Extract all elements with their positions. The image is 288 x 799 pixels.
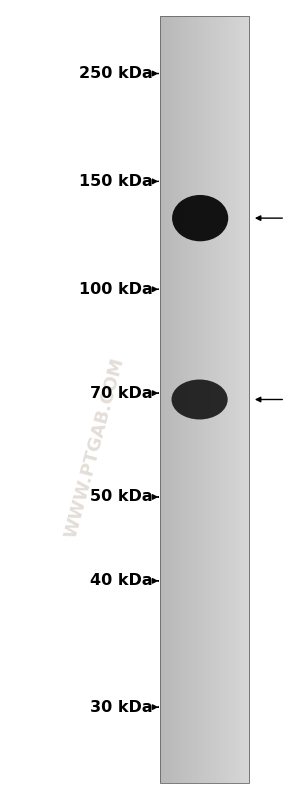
Bar [242,16,244,783]
Bar [228,16,230,783]
Bar [226,16,227,783]
Bar [235,16,236,783]
Bar [161,16,163,783]
Bar [197,16,198,783]
Bar [165,16,167,783]
Bar [189,16,191,783]
Bar [215,16,216,783]
Bar [247,16,249,783]
Bar [231,16,233,783]
Text: 50 kDa: 50 kDa [90,490,153,504]
Bar [196,16,197,783]
Bar [188,16,190,783]
Bar [219,16,221,783]
Bar [164,16,166,783]
Bar [198,16,200,783]
Bar [160,16,162,783]
Bar [246,16,247,783]
Bar [178,16,179,783]
Text: WWW.PTGAB.COM: WWW.PTGAB.COM [62,356,128,539]
Bar [184,16,186,783]
Bar [237,16,238,783]
Bar [172,16,174,783]
Bar [220,16,222,783]
Bar [182,16,184,783]
Bar [207,16,209,783]
Bar [204,16,206,783]
Bar [193,16,195,783]
Text: 40 kDa: 40 kDa [90,574,153,588]
Bar [221,16,223,783]
Bar [225,16,226,783]
Bar [187,16,188,783]
Bar [166,16,168,783]
Text: 100 kDa: 100 kDa [79,282,153,296]
Bar [211,16,213,783]
Bar [199,16,200,783]
Bar [227,16,228,783]
Ellipse shape [172,195,228,241]
Bar [244,16,245,783]
Bar [236,16,237,783]
Bar [168,16,169,783]
Bar [194,16,196,783]
Bar [183,16,185,783]
Bar [245,16,246,783]
Bar [248,16,250,783]
Bar [175,16,177,783]
Bar [169,16,170,783]
Bar [212,16,214,783]
Ellipse shape [171,380,228,419]
Bar [179,16,181,783]
Bar [173,16,175,783]
Bar [180,16,182,783]
Bar [190,16,192,783]
Bar [203,16,205,783]
Bar [232,16,234,783]
Text: 70 kDa: 70 kDa [90,386,153,400]
Bar [174,16,176,783]
Bar [200,16,202,783]
Bar [239,16,241,783]
Bar [162,16,164,783]
Bar [201,16,203,783]
Bar [170,16,172,783]
Bar [213,16,215,783]
Bar [238,16,240,783]
Bar [223,16,225,783]
Bar [185,16,187,783]
Bar [192,16,194,783]
Bar [222,16,224,783]
Bar [218,16,219,783]
Text: 150 kDa: 150 kDa [79,174,153,189]
Text: 250 kDa: 250 kDa [79,66,153,81]
Bar [202,16,204,783]
Bar [208,16,209,783]
Bar [209,16,211,783]
Bar [234,16,235,783]
Bar [230,16,232,783]
Bar [216,16,217,783]
Bar [181,16,183,783]
Bar [191,16,193,783]
Bar [240,16,242,783]
Bar [217,16,218,783]
Text: 30 kDa: 30 kDa [90,700,153,714]
Bar [229,16,231,783]
Bar [241,16,243,783]
Bar [206,16,207,783]
Bar [210,16,212,783]
Bar [171,16,173,783]
Bar [163,16,165,783]
Bar [177,16,178,783]
